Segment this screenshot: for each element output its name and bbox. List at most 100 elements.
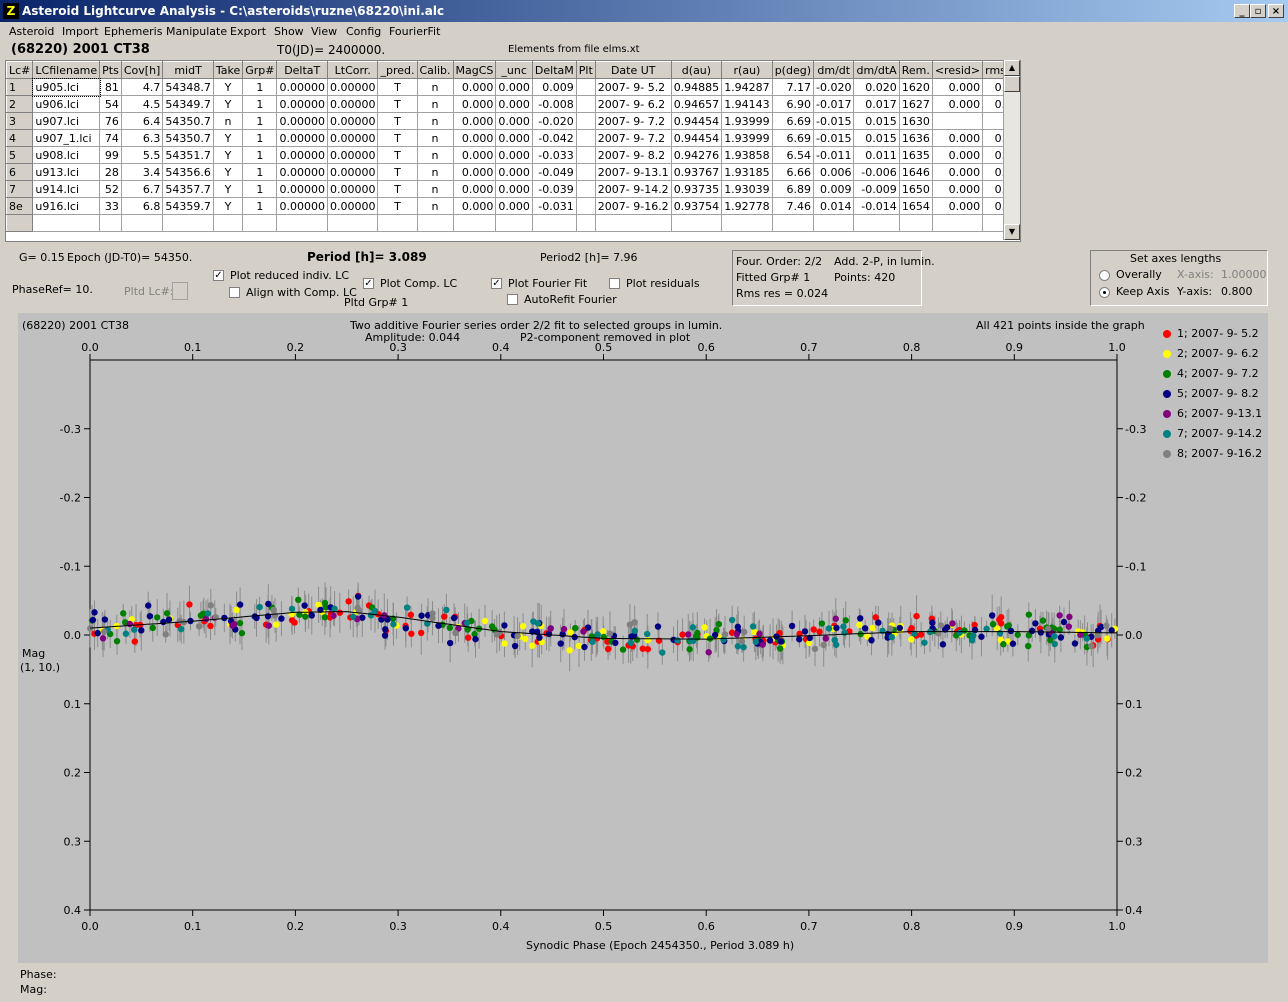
table-cell[interactable]: 2007- 9- 7.2 [594,129,672,147]
menu-export[interactable]: Export [230,25,267,38]
table-cell[interactable] [575,214,596,232]
table-cell[interactable]: 0.00000 [326,112,379,130]
table-cell[interactable]: 1627 [898,95,933,113]
table-cell[interactable]: 0.000 [452,197,497,215]
keep-axis-radio[interactable] [1099,287,1110,298]
table-cell[interactable]: 2007- 9-14.2 [594,180,672,198]
table-cell[interactable] [495,214,533,232]
table-cell[interactable]: 0.00000 [276,146,328,164]
column-header[interactable]: Cov[h] [120,61,164,79]
table-cell[interactable]: 1.94287 [721,78,773,96]
table-cell[interactable]: -0.006 [853,163,900,181]
table-cell[interactable] [594,214,672,232]
column-header[interactable]: LCfilename [32,61,101,79]
table-cell[interactable]: 0.000 [495,180,533,198]
table-cell[interactable]: 54348.7 [162,78,214,96]
table-cell[interactable] [99,214,122,232]
table-cell[interactable]: 0.000 [495,112,533,130]
column-header[interactable]: Calib. [416,61,454,79]
xaxis-value[interactable]: 1.00000 [1221,268,1267,281]
plot-residuals-checkbox[interactable] [609,278,620,289]
column-header[interactable]: Lc# [6,61,34,79]
plot-svg[interactable]: 0.0 0.0 0.1 0.1 0.2 0.2 0.3 0.3 0.4 0.4 0.5 0.5 0.6 0… [18,313,1268,963]
table-cell[interactable]: n [416,112,454,130]
column-header[interactable]: LtCorr. [326,61,379,79]
table-cell[interactable]: 0.00000 [276,78,328,96]
table-cell[interactable]: -0.015 [812,112,855,130]
table-cell[interactable]: 2007- 9- 8.2 [594,146,672,164]
table-cell[interactable]: T [377,146,418,164]
table-cell[interactable]: 54356.6 [162,163,214,181]
close-button[interactable]: × [1268,4,1284,18]
table-cell[interactable]: 7.46 [771,197,815,215]
table-cell[interactable]: -0.020 [531,112,577,130]
column-header[interactable]: <resid> [931,61,984,79]
table-cell[interactable]: 1.93999 [721,112,773,130]
scroll-thumb[interactable] [1004,76,1020,92]
table-cell[interactable]: 0.000 [495,95,533,113]
table-cell[interactable]: -0.008 [531,95,577,113]
table-cell[interactable]: 1 [242,197,278,215]
table-cell[interactable]: 0.015 [853,112,900,130]
table-cell[interactable]: 0.020 [853,78,900,96]
align-comp-checkbox[interactable] [229,287,240,298]
table-cell[interactable]: 0.00000 [326,180,379,198]
scroll-up-icon[interactable]: ▲ [1004,60,1020,76]
table-cell[interactable]: 0.009 [812,180,855,198]
table-cell[interactable]: 0.000 [452,112,497,130]
table-cell[interactable]: 1 [242,180,278,198]
table-cell[interactable] [575,95,596,113]
table-cell[interactable]: 4.7 [120,78,164,96]
lightcurve-table[interactable]: Lc# LCfilename Pts Cov[h] midT Take Grp# DeltaT… [5,60,1021,242]
table-cell[interactable]: 99 [99,146,122,164]
table-cell[interactable]: 54 [99,95,122,113]
table-cell[interactable]: 54350.7 [162,129,214,147]
table-cell[interactable]: -0.011 [812,146,855,164]
table-cell[interactable]: 54349.7 [162,95,214,113]
table-cell[interactable]: -0.009 [853,180,900,198]
column-header[interactable]: dm/dtA [853,61,900,79]
row-header[interactable]: 5 [6,146,34,164]
table-cell[interactable]: T [377,163,418,181]
table-cell[interactable] [276,214,328,232]
table-cell[interactable]: 1650 [898,180,933,198]
table-cell[interactable] [931,214,984,232]
table-cell[interactable]: Y [212,146,244,164]
table-cell[interactable]: 0.015 [853,129,900,147]
table-cell[interactable]: 1.93999 [721,129,773,147]
table-cell[interactable]: -0.033 [531,146,577,164]
table-cell[interactable]: 2007- 9- 7.2 [594,112,672,130]
table-cell[interactable]: 0.00000 [326,95,379,113]
table-cell[interactable]: 0.94454 [670,129,723,147]
table-cell[interactable]: 54359.7 [162,197,214,215]
column-header[interactable]: Rem. [898,61,933,79]
column-header[interactable]: _unc [495,61,533,79]
table-cell[interactable]: 7.17 [771,78,815,96]
table-cell[interactable]: 76 [99,112,122,130]
table-cell[interactable]: -0.017 [812,95,855,113]
table-cell[interactable] [812,214,855,232]
period-value[interactable]: Period [h]= 3.089 [307,250,427,264]
table-cell[interactable]: 0.94454 [670,112,723,130]
table-cell[interactable]: 0.00000 [326,163,379,181]
autorefit-checkbox[interactable] [507,294,518,305]
table-cell[interactable] [212,214,244,232]
table-cell[interactable]: 0.000 [495,129,533,147]
column-header[interactable]: d(au) [670,61,723,79]
table-cell[interactable]: 1 [242,163,278,181]
row-header[interactable]: 4 [6,129,34,147]
table-cell[interactable]: 0.000 [495,146,533,164]
column-header[interactable]: MagCS [452,61,497,79]
pltd-lc-spinner[interactable] [172,282,188,300]
table-cell[interactable] [242,214,278,232]
table-cell[interactable]: 0.000 [452,95,497,113]
table-cell[interactable]: 2007- 9- 5.2 [594,78,672,96]
table-cell[interactable]: 6.66 [771,163,815,181]
table-cell[interactable]: 0.00000 [326,78,379,96]
table-cell[interactable] [416,214,454,232]
table-cell[interactable] [575,180,596,198]
table-cell[interactable] [452,214,497,232]
table-cell[interactable] [670,214,723,232]
